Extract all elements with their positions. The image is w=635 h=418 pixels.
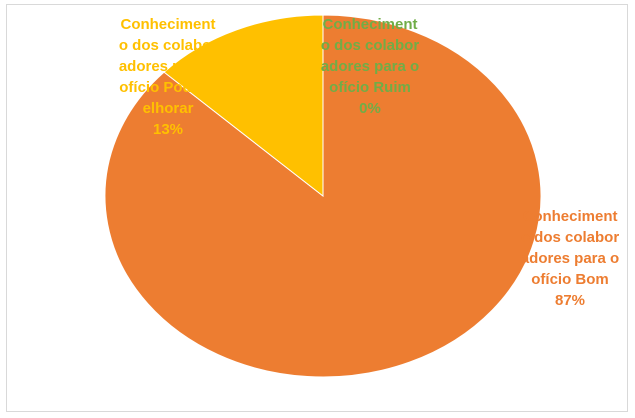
data-label: Conhecimento dos colaboradores para o of… xyxy=(118,14,218,140)
pie-slice xyxy=(163,14,324,198)
label-value: 87% xyxy=(554,292,586,309)
label-category: Conhecimento dos colaboradores para o of… xyxy=(118,16,218,117)
data-label: Conhecimento dos colaboradores para o of… xyxy=(320,14,420,119)
label-category: Conhecimento dos colaboradores para o of… xyxy=(320,16,420,96)
label-category: Conhecimento dos colaboradores para o of… xyxy=(520,208,620,288)
data-label: Conhecimento dos colaboradores para o of… xyxy=(520,206,620,311)
chart-frame xyxy=(6,4,628,412)
label-value: 0% xyxy=(359,100,381,117)
label-value: 13% xyxy=(152,121,184,138)
